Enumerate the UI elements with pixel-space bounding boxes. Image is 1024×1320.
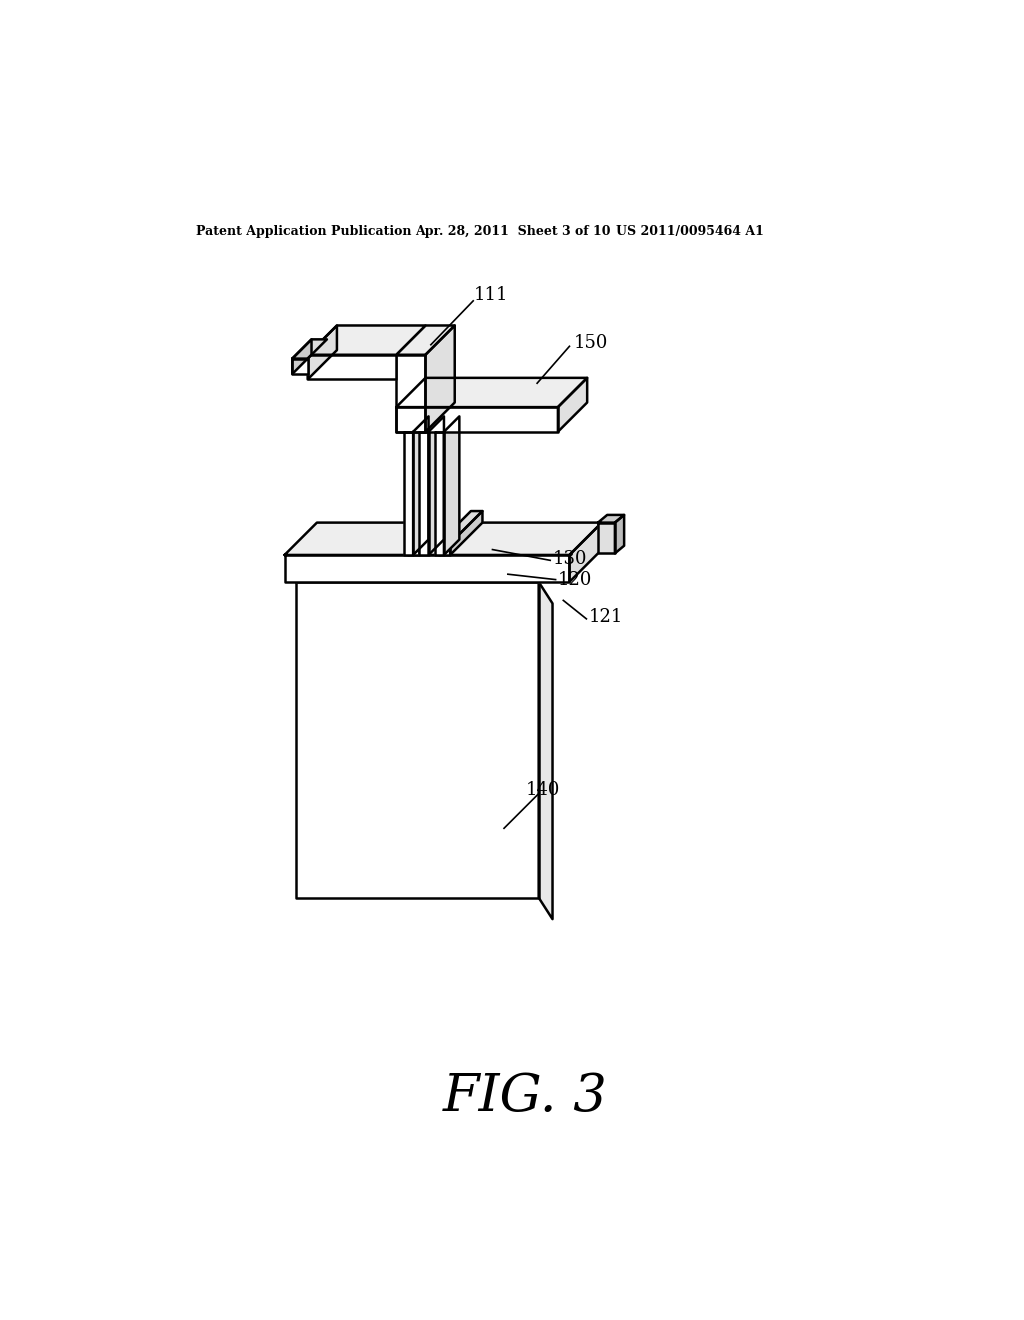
Polygon shape [307, 355, 396, 379]
Polygon shape [285, 554, 569, 582]
Polygon shape [425, 326, 455, 432]
Polygon shape [292, 339, 327, 359]
Polygon shape [296, 568, 553, 582]
Text: Patent Application Publication: Patent Application Publication [196, 224, 412, 238]
Polygon shape [569, 523, 602, 582]
Polygon shape [438, 544, 451, 554]
Polygon shape [296, 582, 539, 898]
Text: 150: 150 [573, 334, 607, 352]
Text: 121: 121 [589, 607, 623, 626]
Polygon shape [292, 359, 307, 374]
Polygon shape [558, 378, 587, 432]
Text: Apr. 28, 2011  Sheet 3 of 10: Apr. 28, 2011 Sheet 3 of 10 [416, 224, 611, 238]
Polygon shape [444, 416, 460, 554]
Polygon shape [451, 511, 482, 554]
Polygon shape [396, 326, 455, 355]
Polygon shape [598, 523, 614, 553]
Polygon shape [396, 378, 587, 407]
Text: 140: 140 [525, 781, 560, 799]
Polygon shape [307, 326, 337, 379]
Text: 111: 111 [474, 286, 508, 305]
Polygon shape [429, 416, 444, 554]
Polygon shape [408, 511, 452, 544]
Text: FIG. 3: FIG. 3 [442, 1071, 607, 1122]
Polygon shape [435, 432, 444, 554]
Polygon shape [396, 355, 425, 432]
Polygon shape [307, 326, 425, 355]
Polygon shape [396, 407, 558, 432]
Polygon shape [438, 511, 482, 544]
Text: 120: 120 [558, 570, 592, 589]
Polygon shape [419, 511, 452, 554]
Text: US 2011/0095464 A1: US 2011/0095464 A1 [615, 224, 764, 238]
Polygon shape [285, 523, 602, 554]
Polygon shape [413, 416, 429, 554]
Text: 130: 130 [553, 550, 587, 568]
Polygon shape [539, 582, 553, 919]
Polygon shape [614, 515, 625, 553]
Polygon shape [419, 432, 429, 554]
Polygon shape [408, 544, 419, 554]
Polygon shape [292, 339, 311, 374]
Polygon shape [598, 515, 625, 523]
Polygon shape [403, 432, 413, 554]
